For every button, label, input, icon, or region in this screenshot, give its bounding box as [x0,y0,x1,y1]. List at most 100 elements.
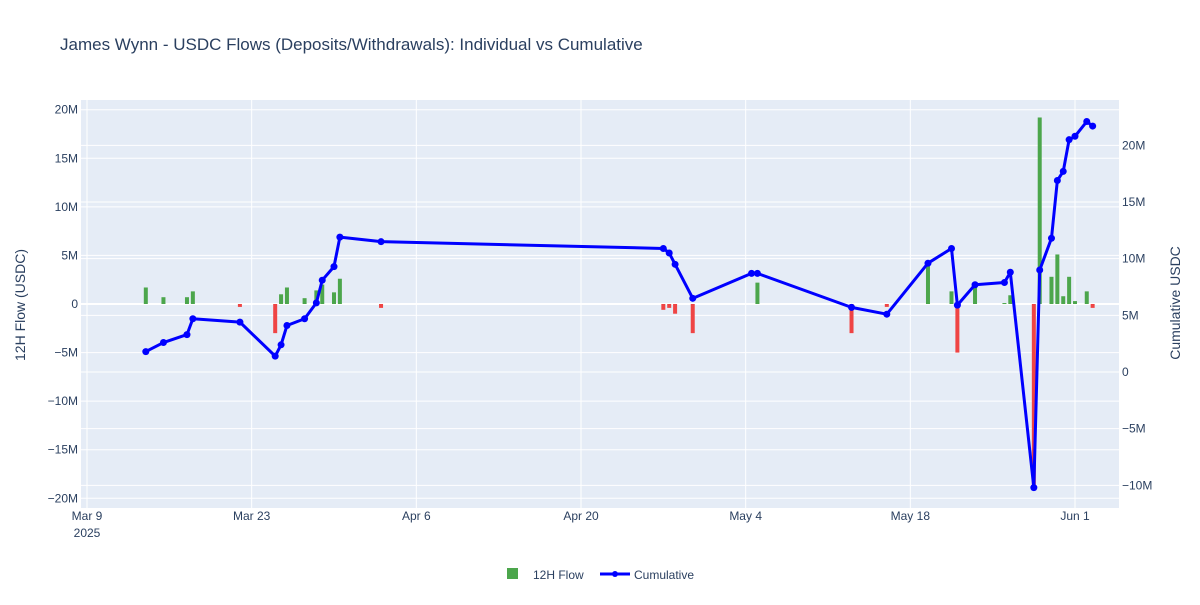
flow-bar[interactable] [184,297,189,304]
flow-bar[interactable] [1049,276,1054,304]
x-tick-label: Jun 1 [1060,509,1090,523]
legend-swatch-flow [507,568,518,579]
flow-bar[interactable] [1008,295,1013,304]
cumulative-point[interactable] [159,339,167,347]
x-tick-label: May 18 [891,509,931,523]
cumulative-point[interactable] [1036,266,1044,274]
flow-bar[interactable] [690,304,695,334]
legend-item-flow[interactable]: 12H Flow [507,568,584,582]
cumulative-point[interactable] [665,249,673,257]
flow-bar[interactable] [273,304,278,334]
flow-bars [143,117,1095,489]
x-tick-label: Mar 23 [233,509,271,523]
cumulative-point[interactable] [1030,484,1038,492]
cumulative-point[interactable] [1047,234,1055,242]
y-right-tick-label: 15M [1122,195,1145,209]
cumulative-point[interactable] [271,352,279,360]
y-left-tick-label: 10M [55,200,78,214]
y-right-tick-label: 10M [1122,252,1145,266]
chart-title: James Wynn - USDC Flows (Deposits/Withdr… [60,35,643,54]
cumulative-point[interactable] [236,318,244,326]
flow-bar[interactable] [925,263,930,304]
cumulative-point[interactable] [1065,136,1073,144]
flow-bar[interactable] [332,292,336,304]
cumulative-point[interactable] [1000,278,1008,286]
cumulative-point[interactable] [318,276,326,284]
cumulative-point[interactable] [183,331,191,339]
flow-bar[interactable] [337,278,342,304]
legend-label-cumulative: Cumulative [634,568,694,582]
flow-bar[interactable] [302,298,307,304]
cumulative-point[interactable] [1006,268,1014,276]
cumulative-point[interactable] [312,299,320,307]
y-left-tick-label: −15M [48,443,78,457]
y-left-tick-labels: 20M 15M 10M 5M 0 −5M −10M −15M −20M [48,103,79,506]
cumulative-point[interactable] [189,315,197,323]
cumulative-point[interactable] [659,244,667,252]
cumulative-point[interactable] [1059,167,1067,175]
flow-bar[interactable] [949,291,954,304]
cumulative-point[interactable] [748,269,756,277]
cumulative-point[interactable] [283,322,291,330]
cumulative-point[interactable] [277,341,285,349]
cumulative-point[interactable] [1071,132,1079,140]
cumulative-point[interactable] [1089,122,1097,130]
flow-bar[interactable] [1002,303,1007,305]
cumulative-point[interactable] [953,301,961,309]
flow-bar[interactable] [884,304,889,307]
cumulative-point[interactable] [971,281,979,289]
flow-bar[interactable] [1037,117,1042,304]
cumulative-point[interactable] [848,303,856,311]
flow-bar[interactable] [1090,304,1095,308]
flow-bar[interactable] [143,287,148,304]
cumulative-point[interactable] [330,263,338,271]
cumulative-point[interactable] [301,315,309,323]
cumulative-point[interactable] [1083,118,1091,126]
cumulative-point[interactable] [924,259,932,267]
legend[interactable]: 12H Flow Cumulative [507,568,694,582]
x-tick-labels: Mar 9 2025 Mar 23 Apr 6 Apr 20 May 4 May 18 Jun… [72,509,1090,540]
y-left-axis-title: 12H Flow (USDC) [12,249,28,361]
flow-bar[interactable] [320,284,325,304]
y-right-tick-label: 5M [1122,308,1139,322]
y-left-tick-label: 20M [55,103,78,117]
flow-bar[interactable] [1067,276,1072,304]
y-left-tick-label: 15M [55,151,78,165]
cumulative-point[interactable] [689,294,697,302]
flow-bar[interactable] [1061,296,1066,304]
cumulative-point[interactable] [142,348,150,356]
flow-bar[interactable] [237,304,242,307]
flow-bar[interactable] [190,291,195,304]
flow-bar[interactable] [284,287,289,304]
cumulative-point[interactable] [948,244,955,252]
y-right-tick-label: 20M [1122,138,1145,152]
flow-bar[interactable] [1084,291,1089,304]
flow-bar[interactable] [1031,304,1036,489]
flow-bar[interactable] [279,294,284,304]
cumulative-point[interactable] [336,233,344,241]
cumulative-point[interactable] [883,310,891,318]
x-tick-label: Mar 9 [72,509,103,523]
x-tick-sublabel: 2025 [74,526,101,540]
cumulative-point[interactable] [377,238,385,246]
cumulative-point[interactable] [753,269,761,277]
y-right-tick-label: −10M [1122,478,1152,492]
flow-bar[interactable] [973,286,978,304]
legend-item-cumulative[interactable]: Cumulative [600,568,694,582]
flow-bar[interactable] [1073,301,1077,304]
y-left-tick-label: −20M [48,491,78,505]
flow-bar[interactable] [1055,254,1060,304]
flow-bar[interactable] [673,304,678,314]
flow-bar[interactable] [955,304,960,353]
flow-bar[interactable] [755,282,760,304]
flow-bar[interactable] [379,304,384,308]
cumulative-point[interactable] [671,260,679,268]
y-right-tick-label: −5M [1122,422,1146,436]
flow-bar[interactable] [161,297,166,304]
flow-bar[interactable] [667,304,672,308]
flow-bar[interactable] [849,304,854,334]
flow-bar[interactable] [661,304,666,310]
cumulative-point[interactable] [1053,176,1061,184]
y-left-tick-label: −5M [54,346,78,360]
